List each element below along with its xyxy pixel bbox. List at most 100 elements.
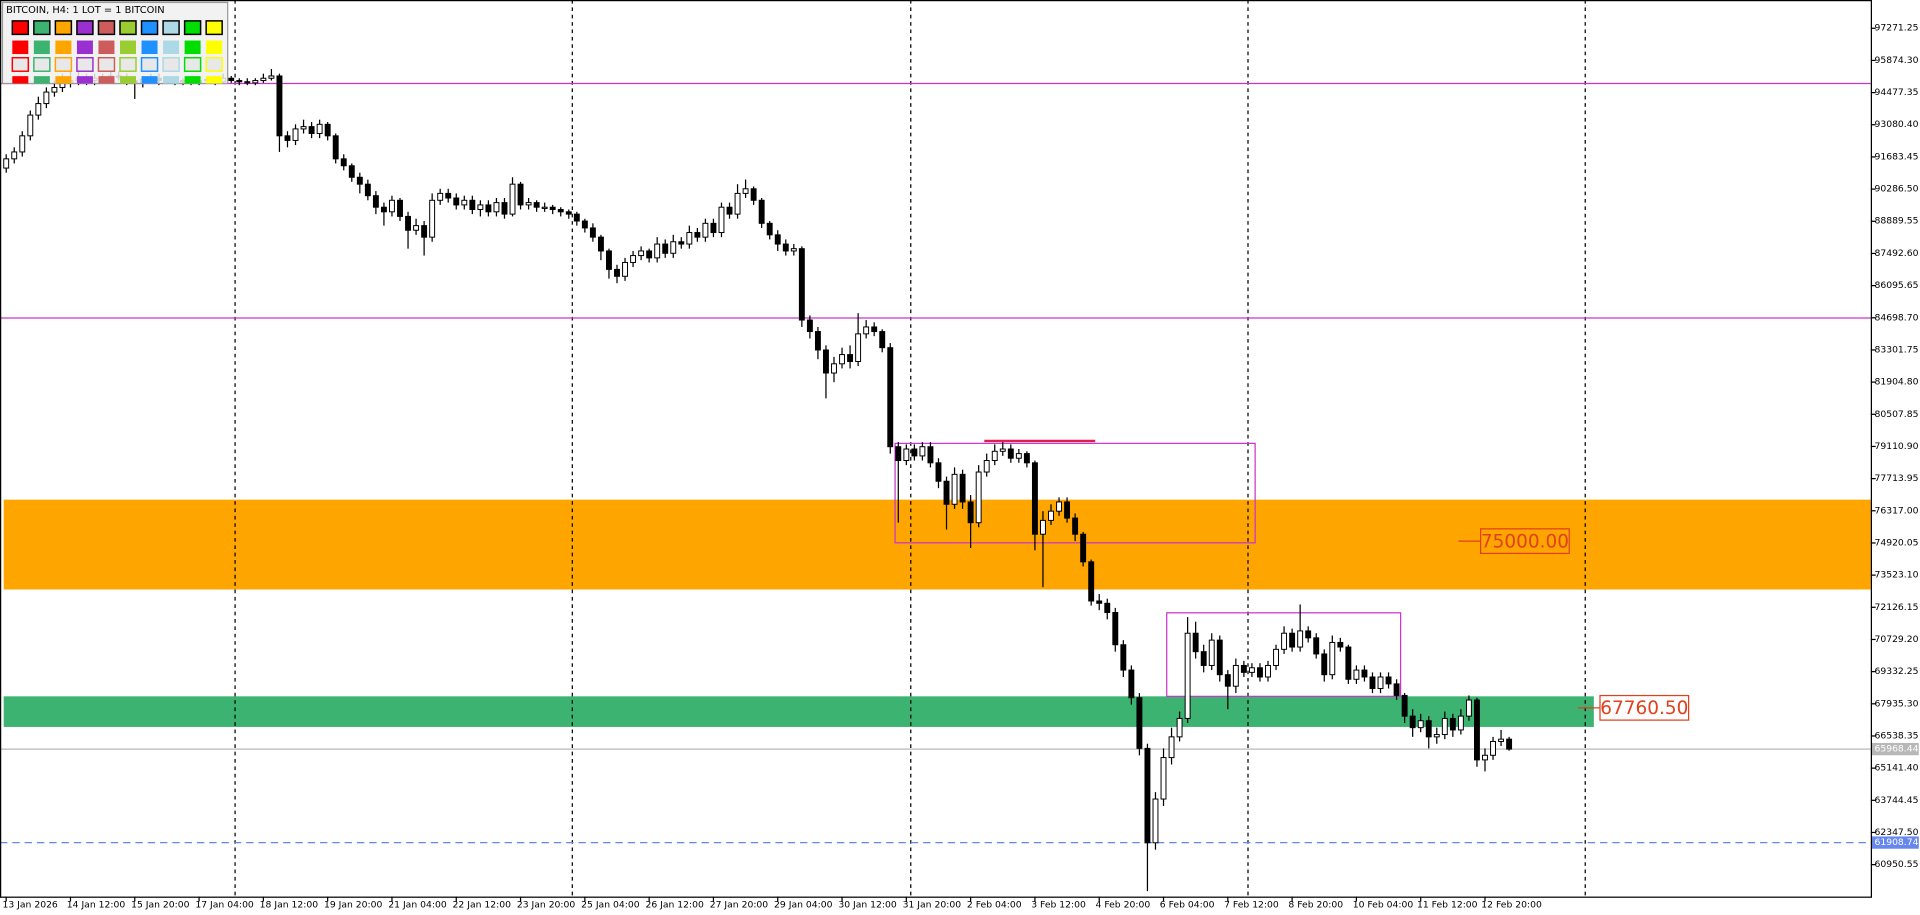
- x-tick-label: 22 Jan 12:00: [453, 900, 512, 911]
- color-swatch[interactable]: [140, 56, 159, 72]
- color-swatch[interactable]: [33, 40, 50, 55]
- candle-body: [855, 333, 862, 362]
- color-swatch[interactable]: [55, 40, 72, 55]
- color-swatch[interactable]: [163, 40, 180, 55]
- color-swatch[interactable]: [119, 56, 137, 72]
- candle-body: [983, 460, 990, 473]
- color-swatch[interactable]: [163, 76, 180, 84]
- candle-body: [1120, 644, 1127, 671]
- x-tick-label: 6 Feb 04:00: [1160, 900, 1215, 911]
- candle-body: [831, 363, 837, 374]
- candle-body: [445, 192, 452, 199]
- color-swatch[interactable]: [55, 76, 72, 84]
- candle-body: [1224, 674, 1231, 687]
- candle-body: [1257, 667, 1263, 678]
- range-box: [1166, 612, 1402, 697]
- color-swatch[interactable]: [76, 76, 93, 84]
- color-swatch[interactable]: [54, 20, 73, 36]
- color-swatch[interactable]: [33, 20, 51, 36]
- candle-body: [3, 158, 10, 169]
- candle-body: [1072, 517, 1079, 535]
- color-swatch[interactable]: [76, 56, 94, 72]
- candle-body: [27, 114, 34, 137]
- color-swatch[interactable]: [205, 56, 223, 72]
- candle-body: [1281, 632, 1288, 650]
- candle-body: [1377, 676, 1384, 689]
- color-swatch[interactable]: [119, 20, 137, 36]
- candle-body: [228, 77, 235, 82]
- color-swatch[interactable]: [183, 20, 202, 36]
- color-swatch[interactable]: [12, 76, 29, 84]
- candle-body: [389, 199, 395, 213]
- candle-body: [260, 77, 267, 82]
- candle-body: [308, 126, 315, 135]
- candle-body: [509, 183, 516, 215]
- candle-body: [702, 222, 709, 238]
- color-swatch[interactable]: [12, 40, 29, 55]
- color-swatch[interactable]: [184, 76, 201, 84]
- candle-body: [927, 446, 934, 464]
- color-swatch[interactable]: [141, 40, 158, 55]
- candle-body: [1297, 630, 1304, 648]
- candle-body: [726, 206, 733, 215]
- candle-body: [863, 326, 870, 335]
- y-tick-label: 67935.30: [1874, 698, 1918, 709]
- candle-body: [806, 319, 813, 333]
- y-tick-label: 65141.40: [1874, 763, 1918, 774]
- candle-body: [340, 158, 347, 167]
- color-swatch[interactable]: [33, 56, 51, 72]
- candle-body: [372, 195, 379, 208]
- candle-body: [718, 206, 725, 234]
- x-tick-label: 13 Jan 2026: [2, 900, 57, 911]
- candle-body: [1031, 462, 1038, 535]
- x-tick-label: 26 Jan 12:00: [645, 900, 704, 911]
- candle-body: [1112, 612, 1119, 646]
- candle-body: [1168, 736, 1175, 759]
- color-swatch[interactable]: [140, 20, 159, 36]
- color-swatch[interactable]: [205, 20, 223, 36]
- color-swatch[interactable]: [206, 76, 223, 84]
- candle-body: [790, 248, 797, 252]
- candle-body: [533, 202, 540, 208]
- color-swatch[interactable]: [98, 40, 115, 55]
- candle-body: [51, 86, 58, 93]
- color-swatch[interactable]: [76, 40, 93, 55]
- candle-body: [742, 188, 749, 194]
- candle-body: [573, 213, 580, 222]
- candle-body: [437, 192, 444, 201]
- color-swatch[interactable]: [97, 56, 116, 72]
- color-swatch[interactable]: [141, 76, 158, 84]
- candle-body: [565, 211, 572, 215]
- y-tick-label: 84698.70: [1874, 312, 1918, 323]
- color-swatch[interactable]: [162, 56, 180, 72]
- color-swatch[interactable]: [54, 56, 73, 72]
- candle-body: [1409, 715, 1416, 729]
- candle-body: [413, 225, 420, 231]
- color-swatch[interactable]: [76, 20, 94, 36]
- candle-body: [1321, 653, 1328, 676]
- color-swatch[interactable]: [120, 76, 136, 84]
- color-swatch[interactable]: [98, 76, 115, 84]
- range-box: [894, 442, 1256, 544]
- candle-body: [1498, 738, 1505, 742]
- color-swatch[interactable]: [184, 40, 201, 55]
- candle-body: [887, 347, 894, 448]
- color-swatch[interactable]: [206, 40, 223, 55]
- candle-body: [1216, 639, 1223, 676]
- color-swatch[interactable]: [33, 76, 50, 84]
- candle-body: [1345, 646, 1352, 680]
- color-swatch[interactable]: [11, 20, 30, 36]
- candle-body: [839, 354, 845, 365]
- color-swatch[interactable]: [162, 20, 180, 36]
- color-swatch[interactable]: [97, 20, 116, 36]
- candle-body: [501, 202, 508, 215]
- x-tick-label: 31 Jan 20:00: [903, 900, 962, 911]
- color-swatch[interactable]: [183, 56, 202, 72]
- color-swatch[interactable]: [11, 56, 30, 72]
- candle-body: [1176, 717, 1183, 738]
- candle-body: [525, 202, 532, 206]
- candle-body: [356, 176, 363, 185]
- color-swatch[interactable]: [120, 40, 136, 55]
- candle-body: [236, 80, 243, 83]
